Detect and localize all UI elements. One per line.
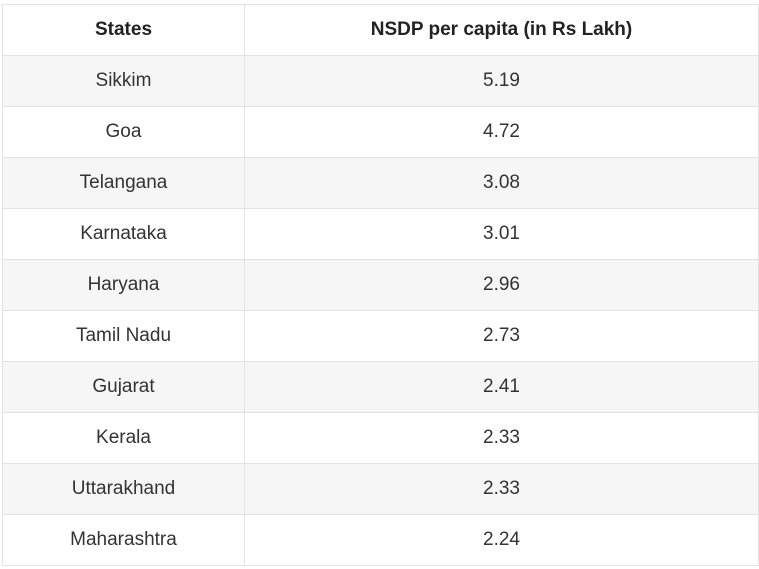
state-cell: Goa <box>2 106 245 158</box>
table-row: Goa 4.72 <box>2 106 759 158</box>
state-cell: Sikkim <box>2 55 245 107</box>
state-cell: Kerala <box>2 412 245 464</box>
table-row: Karnataka 3.01 <box>2 208 759 260</box>
value-cell: 3.08 <box>244 157 759 209</box>
value-cell: 2.41 <box>244 361 759 413</box>
nsdp-table: States NSDP per capita (in Rs Lakh) Sikk… <box>2 4 759 566</box>
table-row: Maharashtra 2.24 <box>2 514 759 566</box>
state-cell: Tamil Nadu <box>2 310 245 362</box>
table-row: Uttarakhand 2.33 <box>2 463 759 515</box>
state-cell: Uttarakhand <box>2 463 245 515</box>
header-nsdp: NSDP per capita (in Rs Lakh) <box>244 4 759 56</box>
value-cell: 2.33 <box>244 412 759 464</box>
table-row: Gujarat 2.41 <box>2 361 759 413</box>
state-cell: Haryana <box>2 259 245 311</box>
value-cell: 2.24 <box>244 514 759 566</box>
table-row: Telangana 3.08 <box>2 157 759 209</box>
state-cell: Gujarat <box>2 361 245 413</box>
value-cell: 4.72 <box>244 106 759 158</box>
table-container: States NSDP per capita (in Rs Lakh) Sikk… <box>2 4 759 566</box>
value-cell: 2.33 <box>244 463 759 515</box>
state-cell: Maharashtra <box>2 514 245 566</box>
table-row: Tamil Nadu 2.73 <box>2 310 759 362</box>
state-cell: Karnataka <box>2 208 245 260</box>
value-cell: 2.96 <box>244 259 759 311</box>
table-header-row: States NSDP per capita (in Rs Lakh) <box>2 4 759 56</box>
value-cell: 2.73 <box>244 310 759 362</box>
value-cell: 5.19 <box>244 55 759 107</box>
table-row: Kerala 2.33 <box>2 412 759 464</box>
header-states: States <box>2 4 245 56</box>
value-cell: 3.01 <box>244 208 759 260</box>
table-row: Haryana 2.96 <box>2 259 759 311</box>
state-cell: Telangana <box>2 157 245 209</box>
table-row: Sikkim 5.19 <box>2 55 759 107</box>
